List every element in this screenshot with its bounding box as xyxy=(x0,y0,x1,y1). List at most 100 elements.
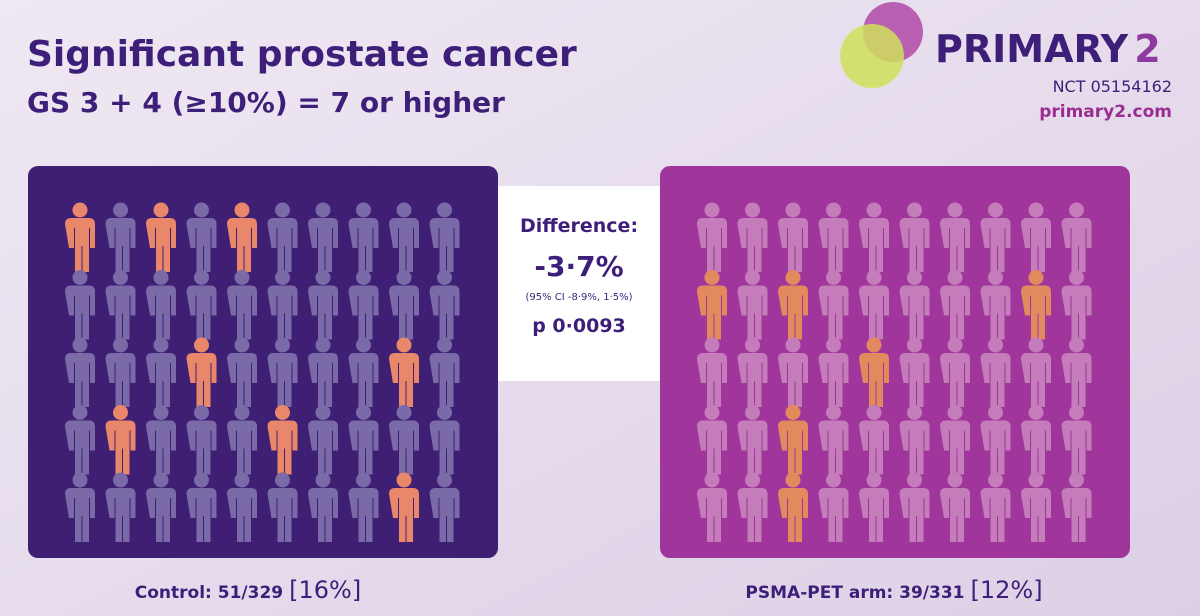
figure-head xyxy=(72,337,88,353)
figure-head xyxy=(1069,472,1084,488)
figure-head xyxy=(153,202,169,218)
person-figure xyxy=(146,337,176,407)
figure-head xyxy=(866,202,882,218)
figure-head xyxy=(275,270,290,285)
figure-head xyxy=(396,202,412,218)
figure-body xyxy=(818,218,849,272)
person-figure xyxy=(267,405,298,475)
person-figure xyxy=(737,202,768,272)
figure-body xyxy=(65,353,95,407)
figure-head xyxy=(1028,405,1044,420)
figure-head xyxy=(113,472,128,488)
figure-head xyxy=(396,405,412,420)
person-figure xyxy=(227,270,257,340)
figure-body xyxy=(697,488,727,542)
person-figure xyxy=(227,337,257,407)
person-figure xyxy=(1021,472,1051,542)
panel-percent: [16%] xyxy=(289,576,361,604)
figure-head xyxy=(947,405,963,420)
figure-head xyxy=(437,472,452,488)
person-figure xyxy=(105,270,136,340)
figure-head xyxy=(72,270,88,285)
figure-body xyxy=(348,420,379,475)
person-figure xyxy=(859,202,889,272)
panel-label: PSMA-PET arm: 39/331 xyxy=(745,583,964,603)
person-figure xyxy=(186,337,217,407)
figure-head xyxy=(72,405,88,420)
figure-body xyxy=(1021,353,1051,407)
figure-body xyxy=(429,488,460,542)
figure-head xyxy=(745,270,760,285)
figure-head xyxy=(234,405,250,420)
person-figure xyxy=(348,202,379,272)
person-figure xyxy=(1061,270,1092,340)
figure-head xyxy=(275,405,290,420)
figure-body xyxy=(697,420,727,475)
figure-body xyxy=(980,488,1011,542)
person-figure xyxy=(940,472,970,542)
figure-body xyxy=(1061,420,1092,475)
person-figure xyxy=(778,405,808,475)
figure-head xyxy=(72,472,88,488)
figure-body xyxy=(859,420,889,475)
figure-body xyxy=(227,285,257,340)
figure-body xyxy=(308,353,338,407)
person-figure xyxy=(186,270,217,340)
figure-head xyxy=(396,270,412,285)
figure-body xyxy=(348,488,379,542)
figure-body xyxy=(308,218,338,272)
person-figure xyxy=(105,472,136,542)
figure-head xyxy=(826,202,841,218)
difference-label: Difference: xyxy=(520,215,638,237)
figure-body xyxy=(146,420,176,475)
figure-body xyxy=(186,488,217,542)
logo-number: 2 xyxy=(1134,27,1160,71)
logo: PRIMARY 2 NCT 05154162 primary2.com xyxy=(840,2,1172,122)
person-figure xyxy=(737,472,768,542)
figure-head xyxy=(745,202,760,218)
figure-head xyxy=(437,202,452,218)
figure-body xyxy=(348,218,379,272)
figure-head xyxy=(907,202,922,218)
person-figure xyxy=(389,337,419,407)
person-figure xyxy=(697,270,727,340)
figure-body xyxy=(1021,488,1051,542)
person-figure xyxy=(65,337,95,407)
person-figure xyxy=(65,472,95,542)
figure-body xyxy=(859,218,889,272)
difference-value: -3·7% xyxy=(534,250,623,283)
figure-body xyxy=(980,285,1011,340)
person-figure xyxy=(186,405,217,475)
person-figure xyxy=(267,202,298,272)
figure-body xyxy=(267,218,298,272)
figure-body xyxy=(818,488,849,542)
figure-head xyxy=(866,337,882,353)
figure-body xyxy=(980,353,1011,407)
figure-body xyxy=(940,285,970,340)
figure-body xyxy=(429,218,460,272)
figure-head xyxy=(113,270,128,285)
figure-body xyxy=(308,488,338,542)
person-figure xyxy=(146,270,176,340)
person-figure xyxy=(389,472,419,542)
person-figure xyxy=(65,270,95,340)
figure-body xyxy=(859,285,889,340)
person-figure xyxy=(1061,202,1092,272)
figure-head xyxy=(1069,202,1084,218)
figure-head xyxy=(1028,472,1044,488)
person-figure xyxy=(1021,337,1051,407)
figure-head xyxy=(826,405,841,420)
figure-body xyxy=(308,420,338,475)
figure-body xyxy=(348,353,379,407)
person-figure xyxy=(348,270,379,340)
figure-body xyxy=(267,353,298,407)
figure-head xyxy=(396,337,412,353)
difference-ci: (95% CI -8·9%, 1·5%) xyxy=(525,292,632,303)
person-figure xyxy=(186,202,217,272)
person-figure xyxy=(186,472,217,542)
figure-head xyxy=(315,405,331,420)
figure-head xyxy=(745,472,760,488)
person-figure xyxy=(818,202,849,272)
person-figure xyxy=(859,405,889,475)
figure-head xyxy=(866,270,882,285)
